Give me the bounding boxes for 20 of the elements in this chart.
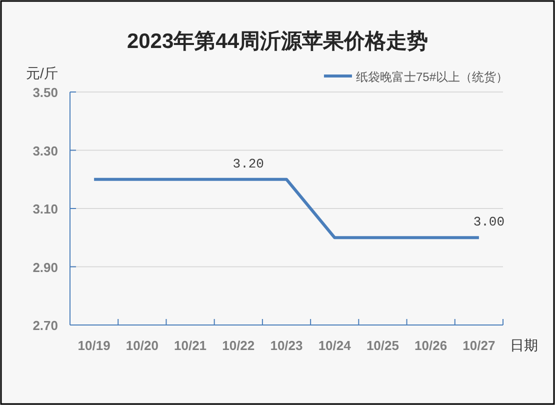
x-axis-title: 日期: [510, 337, 538, 353]
data-label: 3.00: [473, 214, 505, 230]
y-axis-title: 元/斤: [26, 65, 58, 81]
data-label: 3.20: [232, 156, 264, 172]
y-tick-label: 2.90: [32, 260, 58, 275]
x-tick-label: 10/25: [366, 338, 399, 353]
y-tick-label: 3.50: [32, 85, 58, 100]
x-tick-label: 10/19: [78, 338, 110, 353]
y-tick-label: 2.70: [32, 318, 58, 333]
x-tick-label: 10/27: [462, 338, 496, 353]
x-tick-label: 10/24: [318, 338, 352, 353]
x-tick-label: 10/21: [174, 338, 207, 353]
chart-title: 2023年第44周沂源苹果价格走势: [126, 30, 428, 53]
x-tick-label: 10/26: [414, 338, 448, 353]
x-tick-label: 10/23: [270, 338, 303, 353]
y-tick-label: 3.30: [32, 143, 58, 158]
x-tick-label: 10/20: [126, 338, 158, 353]
x-tick-label: 10/22: [222, 338, 255, 353]
legend-label: 纸袋晚富士75#以上（统货）: [356, 70, 508, 84]
y-tick-label: 3.10: [32, 202, 58, 216]
